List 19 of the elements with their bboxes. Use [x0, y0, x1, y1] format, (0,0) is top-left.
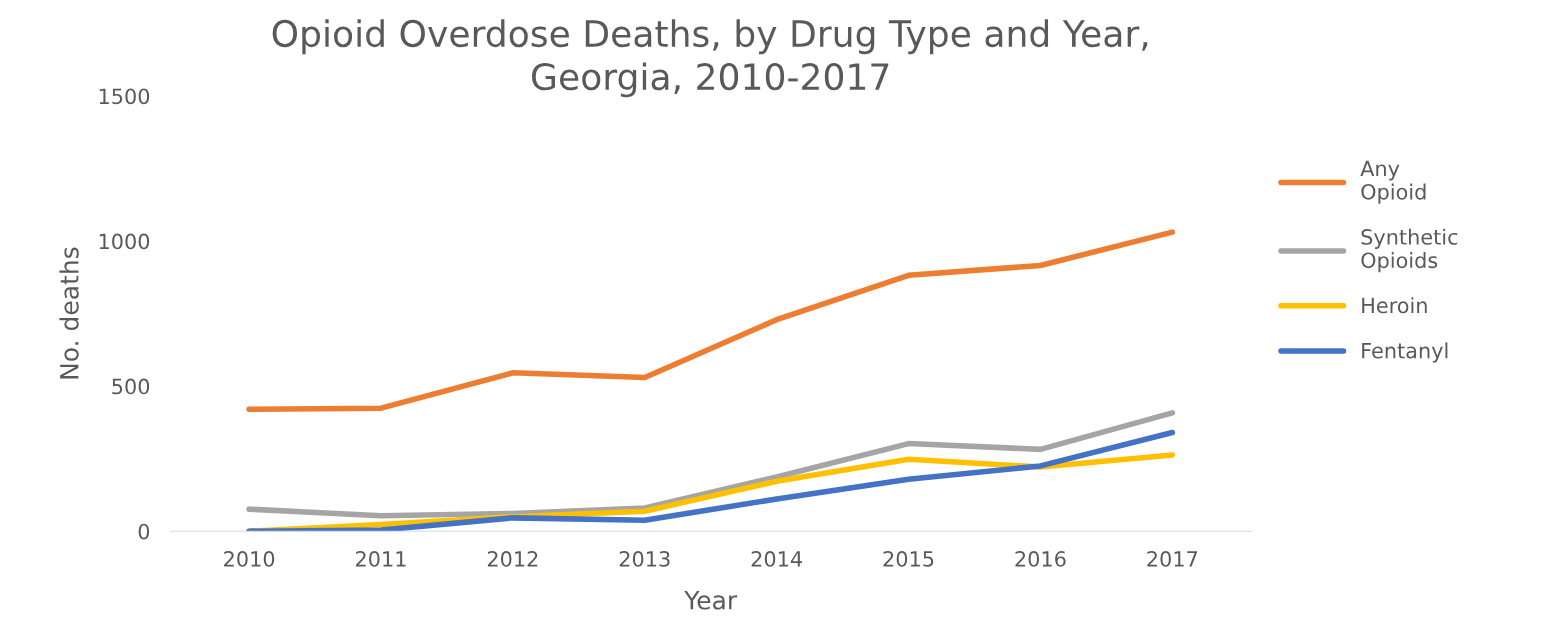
- x-tick-label: 2010: [224, 551, 275, 567]
- legend-label: Fentanyl: [1362, 342, 1448, 363]
- y-tick-label: 1000: [99, 233, 150, 250]
- x-tick-label: 2011: [355, 551, 406, 567]
- x-tick-label: 2014: [751, 551, 802, 567]
- x-axis-title: Year: [684, 591, 738, 610]
- y-tick-label: 500: [112, 378, 150, 395]
- x-tick-label: 2012: [487, 551, 538, 567]
- x-tick-label: 2013: [619, 551, 670, 567]
- x-tick-label: 2016: [1015, 551, 1066, 567]
- y-tick-label: 0: [138, 523, 150, 540]
- chart-title: Opioid Overdose Deaths, by Drug Type and Year, Georgia, 2010-2017: [272, 19, 1148, 98]
- x-tick-label: 2015: [883, 551, 934, 567]
- legend-label: Any Opioid: [1360, 160, 1426, 204]
- x-tick-label: 2017: [1147, 551, 1198, 567]
- legend-label: Synthetic Opioids: [1361, 228, 1458, 273]
- legend-label: Heroin: [1362, 297, 1427, 314]
- y-axis-title: No. deaths: [59, 247, 79, 379]
- y-tick-label: 1500: [99, 88, 150, 105]
